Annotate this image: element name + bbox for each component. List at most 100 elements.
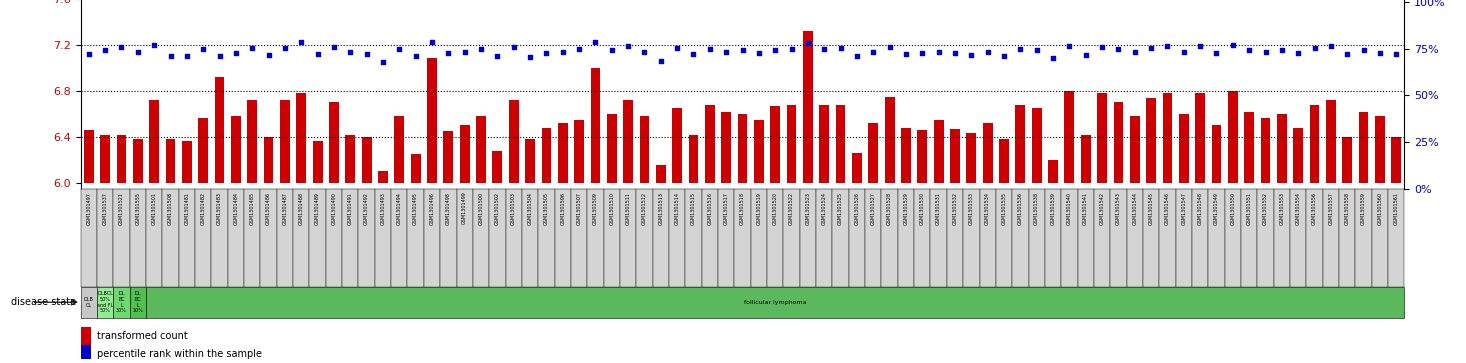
Text: GSM1301492: GSM1301492 [364,192,369,225]
Bar [391,189,408,287]
Point [714,49,737,54]
Bar [833,189,849,287]
Bar [1048,160,1058,183]
Bar [995,189,1012,287]
Point [1123,49,1146,54]
Bar [113,189,129,287]
Text: GSM1301549: GSM1301549 [1214,192,1220,225]
Text: GSM1301494: GSM1301494 [397,192,402,225]
Bar [1290,189,1306,287]
Bar [163,189,179,287]
Bar [81,327,91,345]
Bar [474,189,490,287]
Text: GSM1301505: GSM1301505 [544,192,548,225]
Bar [375,189,391,287]
Bar [934,119,944,183]
Point [158,53,182,59]
Text: GSM1301483: GSM1301483 [217,192,221,225]
Point [796,41,819,46]
Point [273,45,296,51]
Bar [309,189,325,287]
Text: GSM1301501: GSM1301501 [151,192,157,225]
Point [1075,52,1098,58]
Point [1009,46,1032,52]
Bar [1012,189,1029,287]
Text: DLBCL
50%
and FL
50%: DLBCL 50% and FL 50% [97,291,113,313]
Bar [427,58,437,183]
Bar [604,189,620,287]
Bar [734,189,751,287]
Bar [1032,108,1042,183]
Point [1189,43,1212,49]
Bar [408,189,424,287]
Text: GSM1301555: GSM1301555 [135,192,141,225]
Text: GSM1301490: GSM1301490 [331,192,337,225]
Bar [509,100,519,183]
Bar [117,135,126,183]
Text: GSM1301487: GSM1301487 [283,192,287,225]
Bar [280,100,290,183]
Point [894,51,918,57]
Bar [865,189,881,287]
Text: GSM1301529: GSM1301529 [903,192,909,225]
Bar [623,100,633,183]
Bar [1208,189,1224,287]
Bar [852,153,862,183]
Bar [868,123,878,183]
Bar [342,189,359,287]
Bar [264,137,274,183]
Text: GSM1301486: GSM1301486 [265,192,271,225]
Bar [476,116,485,183]
Point [698,46,721,52]
Text: GSM1301504: GSM1301504 [528,192,532,225]
Text: GSM1301495: GSM1301495 [413,192,418,225]
Bar [800,189,817,287]
Bar [702,189,718,287]
Bar [211,189,227,287]
Bar [312,142,323,183]
Text: GSM1301508: GSM1301508 [169,192,173,225]
Text: GSM1301550: GSM1301550 [1230,192,1236,225]
Bar [1277,114,1287,183]
Text: GSM1301530: GSM1301530 [919,192,925,225]
Bar [1224,189,1242,287]
Bar [1064,91,1075,183]
Text: GSM1301525: GSM1301525 [839,192,843,225]
Text: GSM1301559: GSM1301559 [1360,192,1366,225]
Bar [1293,128,1303,183]
Bar [97,287,113,318]
Bar [1375,116,1385,183]
Text: GSM1301543: GSM1301543 [1116,192,1121,225]
Text: GSM1301561: GSM1301561 [1394,192,1399,225]
Point [1057,43,1080,49]
Bar [424,189,440,287]
Point [355,51,378,57]
Text: GSM1301515: GSM1301515 [690,192,696,225]
Bar [947,189,963,287]
Bar [652,189,668,287]
Bar [1306,189,1322,287]
Bar [1245,111,1253,183]
Bar [1078,189,1094,287]
Point [1319,43,1343,49]
Point [1107,46,1130,52]
Bar [931,189,947,287]
Text: GSM1301538: GSM1301538 [1034,192,1039,225]
Text: GSM1301521: GSM1301521 [119,192,125,225]
Point [535,50,559,56]
Bar [81,345,91,363]
Bar [232,116,240,183]
Bar [1110,189,1126,287]
Bar [394,116,405,183]
Text: GSM1301509: GSM1301509 [592,192,598,225]
Text: GSM1301526: GSM1301526 [855,192,859,225]
Point [501,44,525,50]
Bar [950,129,960,183]
Point [1237,48,1261,53]
Bar [918,130,927,183]
Point [257,52,280,58]
Bar [1195,93,1205,183]
Bar [1274,189,1290,287]
Bar [150,100,160,183]
Text: GSM1301497: GSM1301497 [86,192,91,225]
